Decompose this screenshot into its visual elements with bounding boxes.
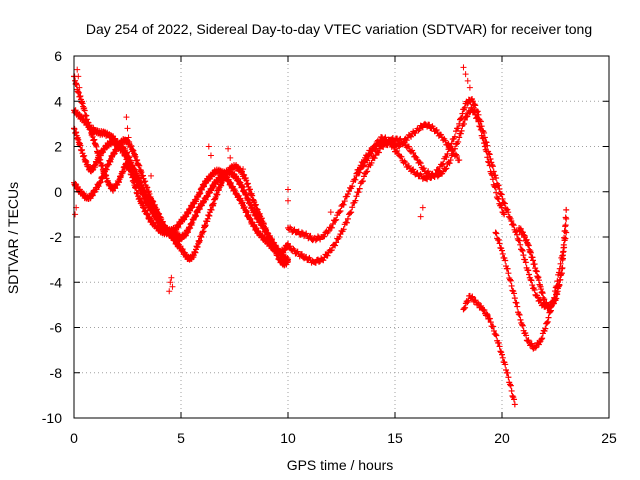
data-point-band bbox=[71, 126, 291, 264]
data-point bbox=[462, 71, 469, 78]
y-tick-label: 4 bbox=[54, 93, 62, 109]
data-point bbox=[456, 134, 463, 141]
data-point bbox=[148, 172, 155, 179]
data-point bbox=[505, 374, 512, 381]
series-track-d bbox=[71, 107, 184, 245]
data-point bbox=[563, 206, 570, 213]
series-track-i bbox=[460, 292, 518, 408]
data-point bbox=[167, 279, 174, 286]
data-point-band bbox=[286, 104, 507, 266]
y-axis-label: SDTVAR / TECUs bbox=[5, 182, 21, 294]
data-point bbox=[169, 283, 176, 290]
data-point bbox=[240, 166, 247, 173]
series-track-f bbox=[285, 104, 508, 266]
x-tick-label: 25 bbox=[601, 430, 617, 446]
data-point bbox=[166, 288, 173, 295]
data-point bbox=[227, 154, 234, 161]
data-point bbox=[464, 77, 471, 84]
y-tick-label: -6 bbox=[50, 320, 63, 336]
data-point bbox=[460, 64, 467, 71]
y-tick-label: 0 bbox=[54, 184, 62, 200]
data-point-band bbox=[516, 214, 569, 312]
data-point bbox=[225, 145, 232, 152]
data-point-band bbox=[71, 136, 291, 269]
data-point bbox=[285, 186, 291, 193]
x-axis-label: GPS time / hours bbox=[287, 457, 394, 473]
x-tick-label: 10 bbox=[280, 430, 296, 446]
data-point bbox=[344, 215, 351, 222]
data-point bbox=[417, 213, 424, 220]
data-point bbox=[511, 295, 518, 302]
data-point bbox=[520, 252, 527, 259]
data-point bbox=[481, 143, 488, 150]
y-tick-label: 2 bbox=[54, 139, 62, 155]
x-tick-label: 20 bbox=[494, 430, 510, 446]
y-tick-label: 6 bbox=[54, 48, 62, 64]
data-point-band bbox=[354, 121, 462, 173]
data-point bbox=[505, 270, 512, 277]
data-point bbox=[353, 170, 360, 177]
series-track-j bbox=[516, 206, 570, 312]
y-tick-label: -2 bbox=[50, 229, 63, 245]
x-tick-label: 5 bbox=[177, 430, 185, 446]
data-point bbox=[75, 73, 82, 80]
y-tick-label: -8 bbox=[50, 365, 63, 381]
data-point bbox=[205, 143, 212, 150]
data-point bbox=[168, 274, 175, 281]
data-point bbox=[492, 229, 499, 236]
x-tick-label: 15 bbox=[387, 430, 403, 446]
data-point bbox=[327, 209, 334, 216]
data-point-band bbox=[71, 107, 184, 245]
data-point bbox=[124, 125, 131, 132]
data-point-band bbox=[461, 292, 518, 403]
series-track-c bbox=[71, 136, 291, 269]
data-point bbox=[466, 84, 473, 91]
x-tick-label: 0 bbox=[70, 430, 78, 446]
data-point bbox=[543, 319, 550, 326]
data-point bbox=[125, 134, 132, 141]
tick-layer bbox=[73, 55, 610, 419]
data-point bbox=[74, 66, 81, 73]
data-point bbox=[76, 84, 83, 91]
y-tick-label: -10 bbox=[42, 410, 62, 426]
series-track-g bbox=[353, 120, 463, 177]
data-point bbox=[419, 204, 426, 211]
chart-title: Day 254 of 2022, Sidereal Day-to-day VTE… bbox=[86, 21, 592, 37]
data-point-band bbox=[71, 73, 291, 257]
label-layer: Day 254 of 2022, Sidereal Day-to-day VTE… bbox=[5, 21, 617, 473]
data-point bbox=[353, 193, 360, 200]
y-tick-label: -4 bbox=[50, 274, 63, 290]
series-track-h bbox=[492, 229, 570, 352]
data-point bbox=[150, 202, 157, 209]
series-layer bbox=[71, 64, 570, 408]
data-point bbox=[285, 197, 291, 204]
data-point bbox=[123, 114, 130, 121]
data-point bbox=[475, 118, 482, 125]
data-point bbox=[207, 152, 214, 159]
data-point bbox=[511, 401, 518, 408]
data-point bbox=[72, 211, 79, 218]
